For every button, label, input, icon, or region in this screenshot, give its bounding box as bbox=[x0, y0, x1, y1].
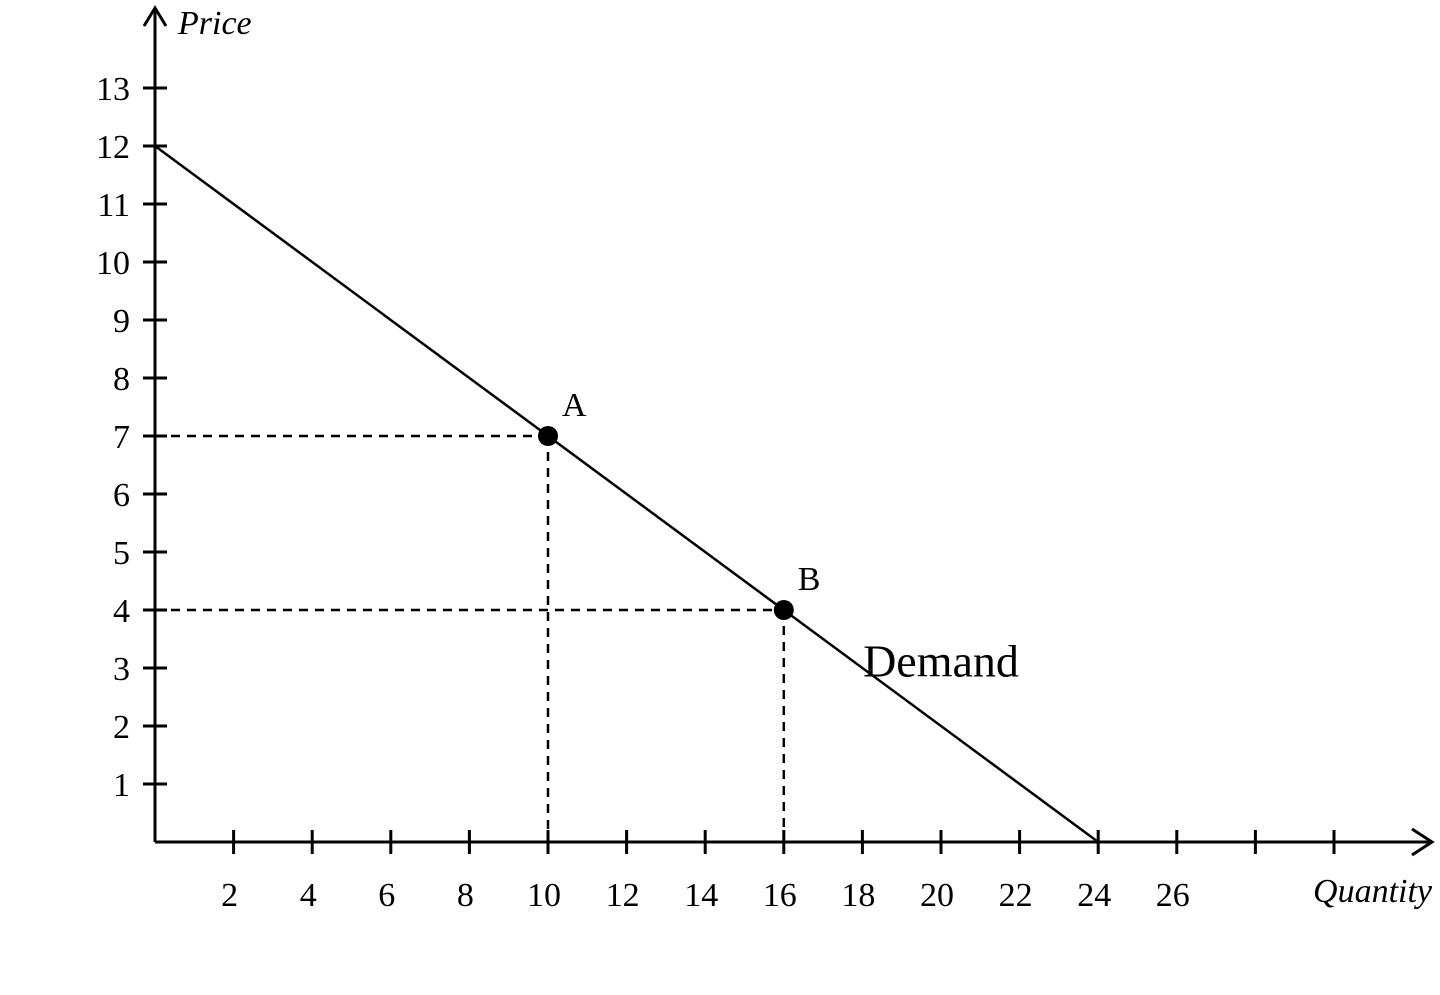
y-axis-arrow-icon bbox=[142, 5, 168, 27]
point-label-a: A bbox=[562, 387, 587, 424]
x-tick-label: 20 bbox=[920, 877, 954, 914]
x-tick-label: 18 bbox=[841, 877, 875, 914]
point-label-b: B bbox=[798, 561, 821, 598]
x-tick-label: 16 bbox=[763, 877, 797, 914]
guide-lines bbox=[155, 434, 786, 842]
x-tick-label: 12 bbox=[606, 877, 640, 914]
y-tick-label: 8 bbox=[113, 361, 130, 398]
x-ticks: 2 4 6 8 10 12 14 16 18 20 22 24 26 bbox=[221, 830, 1336, 914]
x-axis-title: Quantity bbox=[1313, 873, 1433, 910]
y-axis-title: Price bbox=[177, 5, 252, 42]
x-axis-arrow-icon bbox=[1411, 827, 1435, 857]
x-tick-label: 6 bbox=[378, 877, 395, 914]
y-tick-label: 9 bbox=[113, 303, 130, 340]
point-marker-a bbox=[538, 426, 558, 446]
y-tick-label: 11 bbox=[97, 187, 130, 224]
x-tick-label: 24 bbox=[1077, 877, 1111, 914]
y-tick-label: 5 bbox=[113, 535, 130, 572]
demand-curve bbox=[154, 144, 1099, 844]
x-tick-label: 8 bbox=[457, 877, 474, 914]
y-tick-label: 10 bbox=[96, 245, 130, 282]
y-tick-label: 2 bbox=[113, 709, 130, 746]
x-tick-label: 2 bbox=[221, 877, 238, 914]
point-marker-b bbox=[773, 600, 794, 620]
demand-series bbox=[154, 144, 1099, 844]
y-tick-label: 1 bbox=[113, 767, 130, 804]
y-tick-label: 3 bbox=[113, 651, 130, 688]
axes bbox=[142, 5, 1435, 857]
x-tick-label: 26 bbox=[1156, 877, 1190, 914]
y-tick-label: 6 bbox=[113, 477, 130, 514]
data-points: AB bbox=[538, 387, 820, 620]
x-tick-label: 22 bbox=[999, 877, 1033, 914]
y-tick-label: 13 bbox=[96, 71, 130, 108]
demand-curve-label: Demand bbox=[863, 636, 1019, 687]
y-tick-label: 7 bbox=[113, 419, 130, 456]
y-tick-label: 12 bbox=[96, 129, 130, 166]
x-tick-label: 4 bbox=[300, 877, 317, 914]
x-tick-label: 14 bbox=[684, 877, 718, 914]
y-tick-label: 4 bbox=[113, 593, 130, 630]
x-tick-label: 10 bbox=[527, 877, 561, 914]
